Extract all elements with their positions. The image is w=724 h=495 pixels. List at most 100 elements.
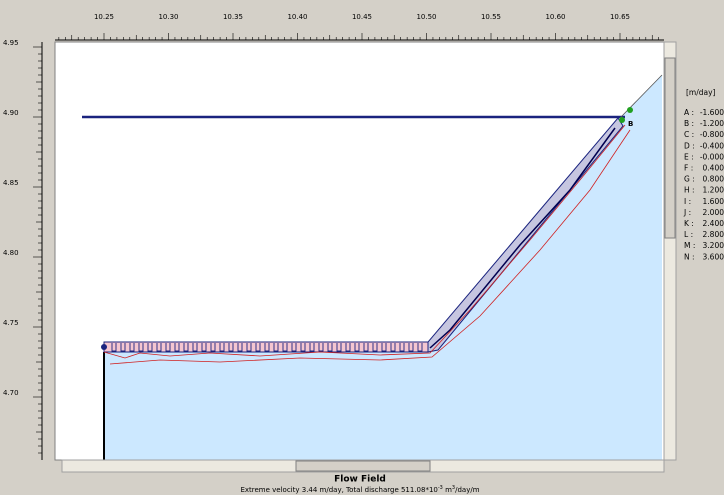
- point: [627, 107, 633, 113]
- ruler-label: 10.50: [416, 13, 436, 21]
- legend-value: -1.600: [700, 108, 724, 117]
- flow-arrow: [390, 343, 396, 352]
- scroll-thumb[interactable]: [295, 460, 431, 472]
- legend-value: 2.800: [703, 230, 724, 239]
- flow-arrow: [111, 343, 117, 352]
- legend-letter: G :: [684, 175, 695, 184]
- legend-value: 0.400: [703, 164, 724, 173]
- top-ruler: 10.25 10.30 10.35 10.40 10.45 10.50 10.55 10.60…: [55, 13, 664, 41]
- soil-region: [104, 75, 662, 460]
- left-ruler: 4.95 4.90 4.85 4.80 4.75 4.70: [3, 39, 43, 460]
- legend-value: -0.400: [700, 141, 724, 150]
- ruler-label: 4.70: [3, 389, 19, 397]
- contour-line: [109, 129, 631, 365]
- flow-arrow: [282, 343, 288, 352]
- legend-value: 3.200: [703, 241, 724, 250]
- legend-letter: B :: [684, 119, 694, 128]
- flow-arrow: [255, 343, 261, 352]
- ruler-label: 4.85: [3, 179, 19, 187]
- ruler-label: 10.55: [481, 13, 501, 21]
- ruler-label: 10.45: [352, 13, 372, 21]
- flow-arrow: [408, 343, 414, 352]
- subtitle-sup: -3: [438, 485, 443, 491]
- legend-value: 2.400: [703, 219, 724, 228]
- legend: [m/day] A : -1.600 B : -1.200 C : -0.800 D : -0…: [683, 88, 724, 261]
- legend-value: 1.600: [703, 197, 724, 206]
- scroll-thumb[interactable]: [664, 57, 676, 239]
- contour-line: [103, 124, 626, 359]
- ruler-label: 4.90: [3, 109, 19, 117]
- legend-value: -1.200: [700, 119, 724, 128]
- flow-arrow: [138, 343, 144, 352]
- legend-value: -0.000: [700, 152, 724, 161]
- flow-arrow: [327, 343, 333, 352]
- flow-arrow: [210, 343, 216, 352]
- legend-letter: I :: [684, 197, 691, 206]
- legend-unit: [m/day]: [686, 88, 716, 97]
- flow-arrow: [129, 343, 135, 352]
- subtitle-text: /day/m: [455, 486, 480, 494]
- legend-letter: A :: [684, 108, 694, 117]
- flow-arrow: [318, 343, 324, 352]
- flow-arrow: [336, 343, 342, 352]
- phreatic-line: [429, 127, 616, 349]
- flow-arrow: [273, 343, 279, 352]
- flow-arrow: [237, 343, 243, 352]
- flow-arrow: [183, 343, 189, 352]
- ruler-label: 10.30: [158, 13, 178, 21]
- footer-subtitle: Extreme velocity 3.44 m/day, Total disch…: [240, 485, 479, 495]
- legend-letter: D :: [684, 141, 695, 150]
- legend-value: 3.600: [703, 252, 724, 261]
- flow-arrow: [246, 343, 252, 352]
- flow-arrow: [228, 343, 234, 352]
- legend-value: 2.000: [703, 208, 724, 217]
- flow-arrow: [363, 343, 369, 352]
- flow-arrow: [201, 343, 207, 352]
- flow-arrow: [120, 343, 126, 352]
- flow-arrow: [300, 343, 306, 352]
- flow-band: [101, 341, 429, 353]
- slope-edge: [619, 74, 663, 119]
- ruler-label: 4.95: [3, 39, 19, 47]
- subtitle-text: Extreme velocity 3.44 m/day, Total disch…: [240, 486, 437, 494]
- point-label: B: [628, 120, 633, 128]
- subtitle-text: m: [443, 486, 452, 494]
- flow-arrow: [174, 343, 180, 352]
- point: [101, 344, 107, 350]
- legend-letter: K :: [684, 219, 694, 228]
- ruler-label: 10.25: [94, 13, 114, 21]
- flow-arrow: [156, 343, 162, 352]
- point: [619, 117, 625, 123]
- flow-arrow: [417, 343, 423, 352]
- flow-arrow: [309, 343, 315, 352]
- flow-arrow: [219, 343, 225, 352]
- legend-letter: C :: [684, 130, 694, 139]
- subtitle-sup: 3: [452, 485, 455, 491]
- ruler-label: 10.60: [545, 13, 565, 21]
- flow-arrow: [192, 343, 198, 352]
- flow-arrow: [345, 343, 351, 352]
- flow-arrow: [165, 343, 171, 352]
- band-fill: [103, 341, 429, 353]
- flow-arrow: [291, 343, 297, 352]
- legend-letter: N :: [684, 252, 695, 261]
- ruler-label: 4.75: [3, 319, 19, 327]
- legend-letter: M :: [684, 241, 695, 250]
- ruler-label: 10.65: [610, 13, 630, 21]
- legend-value: -0.800: [700, 130, 724, 139]
- flow-arrow: [147, 343, 153, 352]
- flow-arrow: [372, 343, 378, 352]
- ruler-label: 10.35: [223, 13, 243, 21]
- footer-title: Flow Field: [334, 475, 386, 485]
- slope-band: [427, 117, 624, 353]
- legend-letter: E :: [684, 152, 694, 161]
- legend-value: 1.200: [703, 186, 724, 195]
- ruler-label: 10.40: [287, 13, 307, 21]
- legend-letter: F :: [684, 164, 693, 173]
- flow-arrow: [354, 343, 360, 352]
- flow-arrow: [399, 343, 405, 352]
- legend-letter: J :: [683, 208, 691, 217]
- flow-arrow: [381, 343, 387, 352]
